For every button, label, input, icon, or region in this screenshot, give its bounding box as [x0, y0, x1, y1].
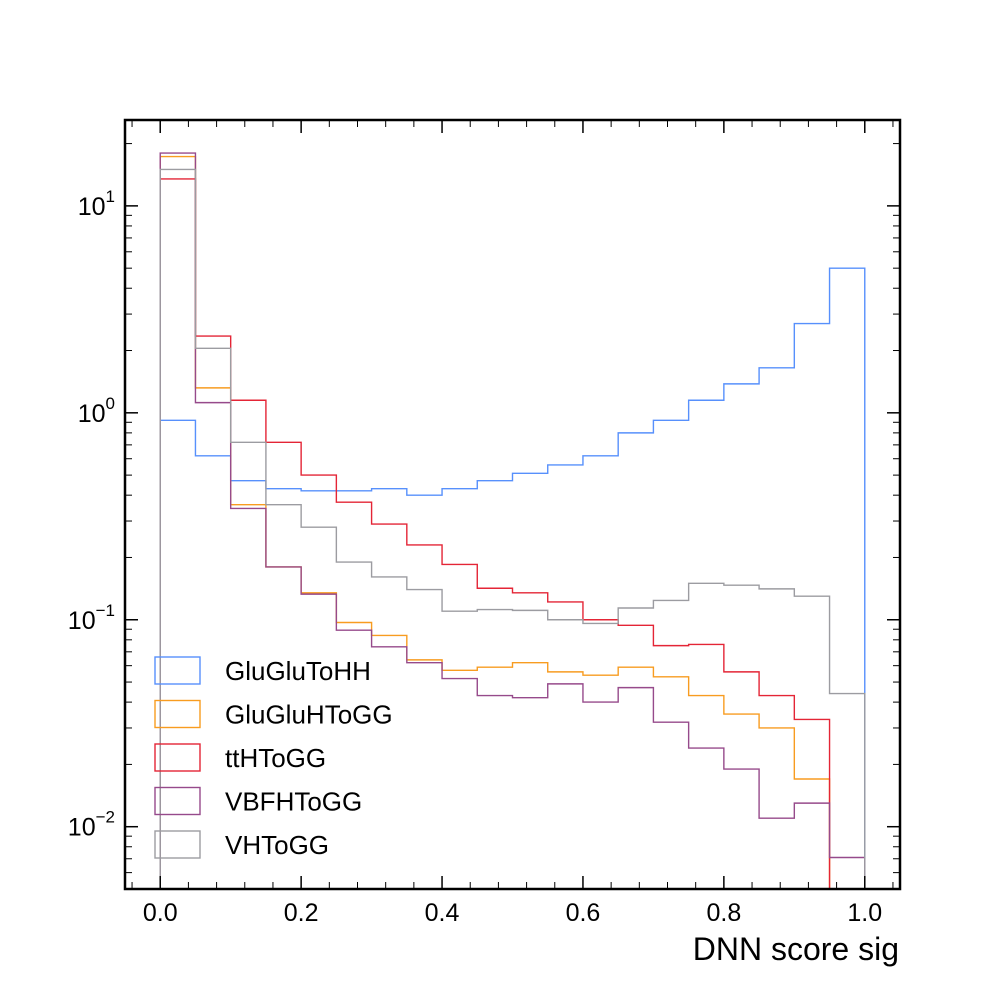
- x-tick-label: 0.6: [566, 899, 601, 927]
- legend: GluGluToHH GluGluHToGG ttHToGG VBFHToGG VHTo…: [154, 656, 393, 860]
- series-line-2: [159, 178, 865, 890]
- x-tick-label: 1.0: [847, 899, 882, 927]
- legend-label-1: GluGluHToGG: [225, 700, 393, 730]
- y-tick-label: 10−1: [68, 601, 115, 635]
- y-tick-label: 100: [78, 394, 115, 428]
- series-line-3: [159, 152, 866, 889]
- legend-swatch-3: [154, 786, 201, 816]
- y-tick-label: 10−2: [68, 808, 115, 842]
- legend-label-0: GluGluToHH: [225, 656, 371, 686]
- x-tick-label: 0.8: [706, 899, 741, 927]
- x-tick-label: 0.0: [143, 899, 178, 927]
- x-tick-label: 0.4: [425, 899, 460, 927]
- x-axis-label: DNN score sig: [693, 931, 899, 967]
- series-line-4: [159, 168, 866, 889]
- y-tick-label: 101: [78, 187, 115, 221]
- plot-frame: [123, 118, 902, 891]
- legend-label-2: ttHToGG: [225, 743, 326, 773]
- legend-swatch-4: [154, 830, 201, 859]
- legend-label-4: VHToGG: [225, 830, 329, 860]
- legend-swatch-1: [154, 699, 201, 729]
- ticks-layer: 0.0 0.2 0.4 0.6 0.8 1.0 10−2 10−1 100 101: [68, 120, 900, 927]
- legend-swatch-0: [154, 656, 201, 685]
- legend-swatch-2: [154, 743, 201, 772]
- legend-label-3: VBFHToGG: [225, 787, 362, 817]
- series-layer: [159, 152, 866, 890]
- x-tick-label: 0.2: [284, 899, 319, 927]
